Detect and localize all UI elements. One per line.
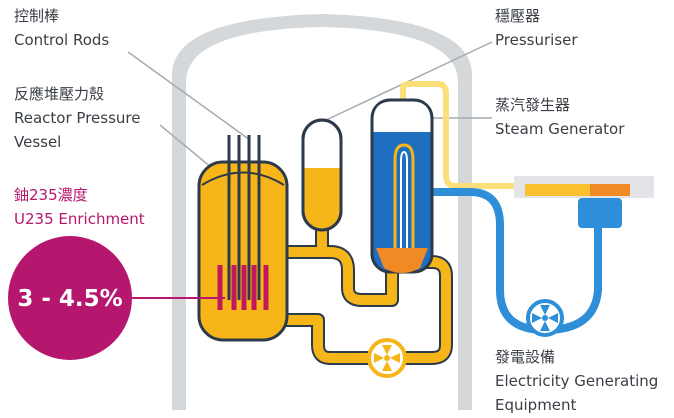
- generator-hot: [525, 184, 590, 196]
- condenser: [578, 198, 622, 228]
- sg-tube: [393, 143, 415, 248]
- generator-warm: [590, 184, 630, 196]
- control-rods: [227, 135, 261, 300]
- label-en: Control Rods: [14, 31, 109, 49]
- feed-line: [432, 188, 602, 335]
- turbine-blades: [532, 305, 558, 331]
- label-en: Steam Generator: [495, 120, 625, 138]
- steam-dome: [373, 101, 431, 132]
- label-zh: 鈾235濃度: [14, 186, 88, 204]
- reactor-vessel: [197, 160, 289, 342]
- label-en: Pressuriser: [495, 31, 578, 49]
- steam-line: [400, 81, 532, 189]
- pressuriser-water: [304, 168, 340, 229]
- label-en: U235 Enrichment: [14, 210, 145, 228]
- sg-tube-inner: [400, 150, 408, 248]
- label-en: Reactor Pressure: [14, 109, 140, 127]
- fuel-rods: [217, 265, 269, 310]
- enrichment-value: 3 - 4.5%: [17, 286, 122, 312]
- label-en: Electricity Generating: [495, 372, 658, 390]
- label-zh: 穩壓器: [495, 7, 540, 25]
- sg-plenum: [376, 248, 428, 273]
- pressuriser-outline: [301, 118, 343, 232]
- label-zh: 控制棒: [14, 7, 59, 25]
- pipe: [285, 228, 451, 363]
- enrichment-circle: [8, 236, 132, 360]
- label-zh: 發電設備: [495, 348, 555, 366]
- label-en: Vessel: [14, 133, 61, 151]
- label-en: Equipment: [495, 396, 577, 414]
- label-zh: 蒸汽發生器: [495, 96, 570, 114]
- label-zh: 反應堆壓力殼: [14, 85, 104, 103]
- vessel-lid: [201, 171, 285, 186]
- pump-blades: [374, 345, 400, 371]
